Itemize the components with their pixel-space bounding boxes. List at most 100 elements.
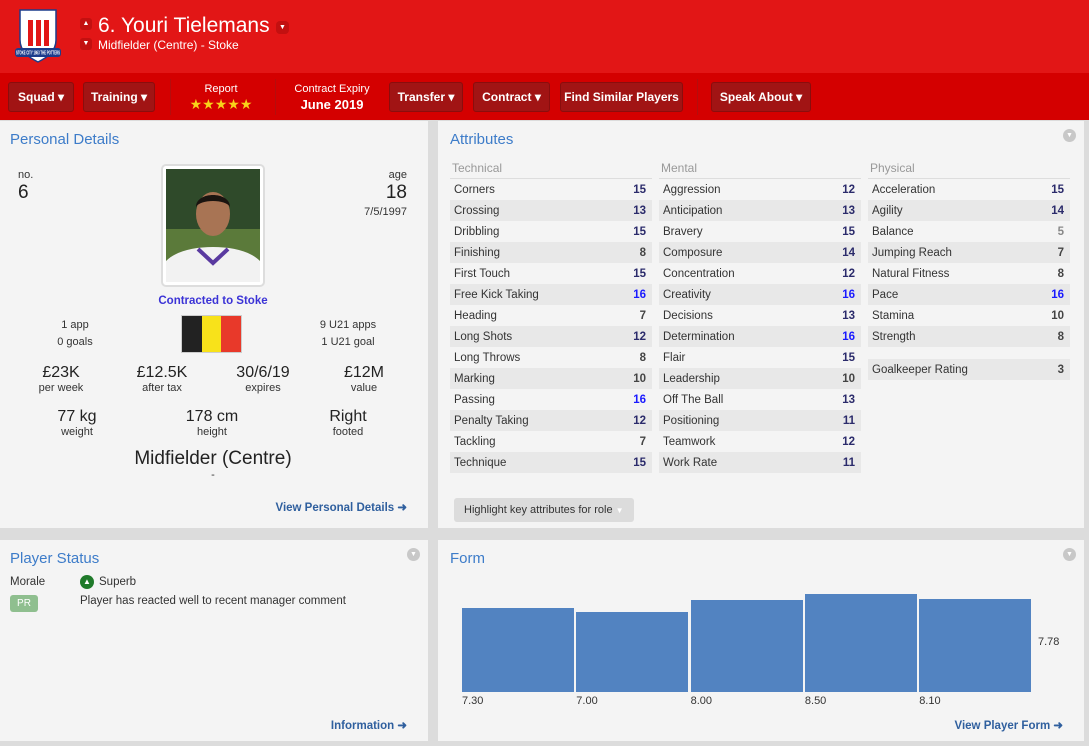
goalkeeper-rating-row: Goalkeeper Rating 3: [868, 359, 1070, 380]
attribute-value: 10: [633, 372, 646, 385]
attribute-row[interactable]: Creativity 16: [659, 284, 861, 305]
attribute-row[interactable]: Crossing 13: [450, 200, 652, 221]
attribute-row[interactable]: Aggression 12: [659, 179, 861, 200]
attribute-row[interactable]: Work Rate 11: [659, 452, 861, 473]
attribute-row[interactable]: Concentration 12: [659, 263, 861, 284]
report-info[interactable]: Report ★★★★★: [180, 83, 262, 113]
attribute-name: Stamina: [872, 309, 915, 322]
attribute-name: Agility: [872, 204, 903, 217]
attribute-value: 12: [633, 330, 646, 343]
attribute-row[interactable]: Flair 15: [659, 347, 861, 368]
attribute-row[interactable]: Anticipation 13: [659, 200, 861, 221]
status-badge[interactable]: PR: [10, 595, 38, 612]
divider: [275, 79, 276, 115]
squad-label: Squad: [17, 90, 55, 104]
attribute-name: Free Kick Taking: [454, 288, 539, 301]
squad-number-label: no.: [18, 169, 34, 181]
attribute-name: Strength: [872, 330, 916, 343]
expires-label: expires: [245, 382, 281, 394]
attribute-row[interactable]: Finishing 8: [450, 242, 652, 263]
attribute-name: Jumping Reach: [872, 246, 952, 259]
attribute-name: Finishing: [454, 246, 501, 259]
attribute-row[interactable]: Jumping Reach 7: [868, 242, 1070, 263]
training-button[interactable]: Training ▾: [83, 82, 155, 112]
attribute-row[interactable]: Decisions 13: [659, 305, 861, 326]
attribute-name: Marking: [454, 372, 495, 385]
player-menu-dropdown[interactable]: ▼: [276, 21, 289, 34]
attribute-value: 16: [633, 393, 646, 406]
find-similar-players-button[interactable]: Find Similar Players: [560, 82, 683, 112]
attribute-row[interactable]: Heading 7: [450, 305, 652, 326]
collapse-icon[interactable]: ▼: [407, 548, 420, 561]
attribute-row[interactable]: Off The Ball 13: [659, 389, 861, 410]
collapse-icon[interactable]: ▼: [1063, 129, 1076, 142]
attribute-name: Bravery: [663, 225, 703, 238]
attribute-value: 8: [639, 351, 646, 364]
attribute-row[interactable]: Penalty Taking 12: [450, 410, 652, 431]
attribute-name: Teamwork: [663, 435, 716, 448]
attribute-row[interactable]: Strength 8: [868, 326, 1070, 347]
attribute-value: 12: [842, 267, 855, 280]
attribute-row[interactable]: Long Throws 8: [450, 347, 652, 368]
form-bar[interactable]: [804, 594, 917, 692]
contract-expiry-label: Contract Expiry: [294, 83, 370, 95]
report-label: Report: [204, 83, 238, 95]
attribute-value: 15: [842, 225, 855, 238]
attribute-name: Balance: [872, 225, 914, 238]
contracted-to-link[interactable]: Contracted to Stoke: [158, 295, 268, 307]
form-chart: 7.30 7.00 8.00 8.50 8.10: [462, 540, 1032, 720]
next-player-button[interactable]: ▼: [80, 38, 92, 50]
attribute-value: 13: [842, 309, 855, 322]
attribute-row[interactable]: Acceleration 15: [868, 179, 1070, 200]
view-player-form-link[interactable]: View Player Form ➜: [954, 720, 1064, 732]
form-bar[interactable]: [462, 608, 574, 692]
club-crest-logo: STOKE CITY 1863 THE POTTERS: [15, 9, 61, 63]
attribute-row[interactable]: Natural Fitness 8: [868, 263, 1070, 284]
attribute-row[interactable]: Positioning 11: [659, 410, 861, 431]
highlight-key-attributes-dropdown[interactable]: Highlight key attributes for role ▼: [454, 498, 634, 522]
attribute-row[interactable]: Pace 16: [868, 284, 1070, 305]
attribute-row[interactable]: Dribbling 15: [450, 221, 652, 242]
column-header: Technical: [450, 161, 652, 179]
attribute-name: Concentration: [663, 267, 735, 280]
attribute-row[interactable]: Determination 16: [659, 326, 861, 347]
attribute-row[interactable]: Balance 5: [868, 221, 1070, 242]
attribute-row[interactable]: Technique 15: [450, 452, 652, 473]
transfer-label: Transfer: [397, 90, 445, 104]
attribute-row[interactable]: Agility 14: [868, 200, 1070, 221]
attribute-row[interactable]: Free Kick Taking 16: [450, 284, 652, 305]
transfer-button[interactable]: Transfer ▾: [389, 82, 463, 112]
attribute-name: Work Rate: [663, 456, 718, 469]
attribute-row[interactable]: Teamwork 12: [659, 431, 861, 452]
information-link[interactable]: Information ➜: [330, 720, 407, 732]
age-label: age: [388, 169, 407, 181]
attribute-row[interactable]: Long Shots 12: [450, 326, 652, 347]
collapse-icon[interactable]: ▼: [1063, 548, 1076, 561]
form-bar[interactable]: [576, 611, 689, 692]
attribute-name: Long Throws: [454, 351, 521, 364]
attribute-row[interactable]: Passing 16: [450, 389, 652, 410]
squad-button[interactable]: Squad ▾: [8, 82, 74, 112]
attribute-row[interactable]: Marking 10: [450, 368, 652, 389]
speak-about-button[interactable]: Speak About ▾: [711, 82, 811, 112]
panel-title: Personal Details: [10, 131, 120, 148]
view-personal-details-link[interactable]: View Personal Details ➜: [275, 502, 407, 514]
form-bar[interactable]: [919, 598, 1032, 692]
mental-column: Mental Aggression 12 Anticipation 13 Bravery 1…: [659, 161, 861, 473]
attribute-name: Off The Ball: [663, 393, 724, 406]
attribute-value: 13: [842, 204, 855, 217]
divider: [697, 79, 698, 115]
attribute-row[interactable]: Bravery 15: [659, 221, 861, 242]
attribute-row[interactable]: First Touch 15: [450, 263, 652, 284]
attribute-row[interactable]: Composure 14: [659, 242, 861, 263]
form-bar[interactable]: [690, 600, 803, 692]
attribute-row[interactable]: Tackling 7: [450, 431, 652, 452]
previous-player-button[interactable]: ▲: [80, 18, 92, 30]
attribute-name: Composure: [663, 246, 723, 259]
attribute-row[interactable]: Stamina 10: [868, 305, 1070, 326]
attribute-name: First Touch: [454, 267, 511, 280]
attribute-row[interactable]: Corners 15: [450, 179, 652, 200]
contract-button[interactable]: Contract ▾: [473, 82, 550, 112]
squad-number: 6: [18, 182, 29, 203]
attribute-row[interactable]: Leadership 10: [659, 368, 861, 389]
